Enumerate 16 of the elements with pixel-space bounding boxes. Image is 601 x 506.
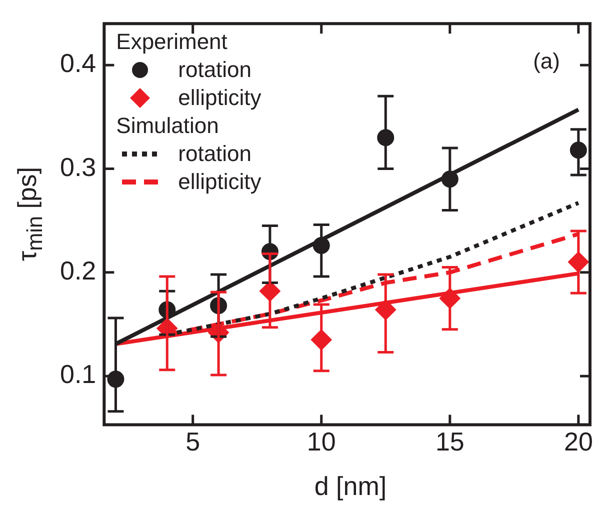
legend-label: ellipticity [178, 84, 262, 112]
x-tick-label: 15 [435, 426, 464, 457]
x-tick-label: 10 [306, 426, 336, 457]
legend-label: ellipticity [178, 168, 262, 196]
annotation: Simulation [116, 112, 220, 140]
x-tick-label: 20 [564, 426, 593, 457]
annotation: Experiment [116, 28, 228, 56]
y-tick-label: 0.2 [60, 256, 96, 286]
legend-label: rotation [178, 140, 252, 168]
y-tick-label: 0.1 [60, 359, 96, 390]
x-tick-label: 5 [186, 426, 200, 457]
x-axis-title: d [nm] [313, 471, 388, 502]
y-tick-label: 0.3 [60, 152, 96, 182]
legend-label: rotation [178, 56, 252, 84]
annotation: (a) [533, 48, 560, 74]
y-tick-label: 0.4 [60, 48, 96, 78]
